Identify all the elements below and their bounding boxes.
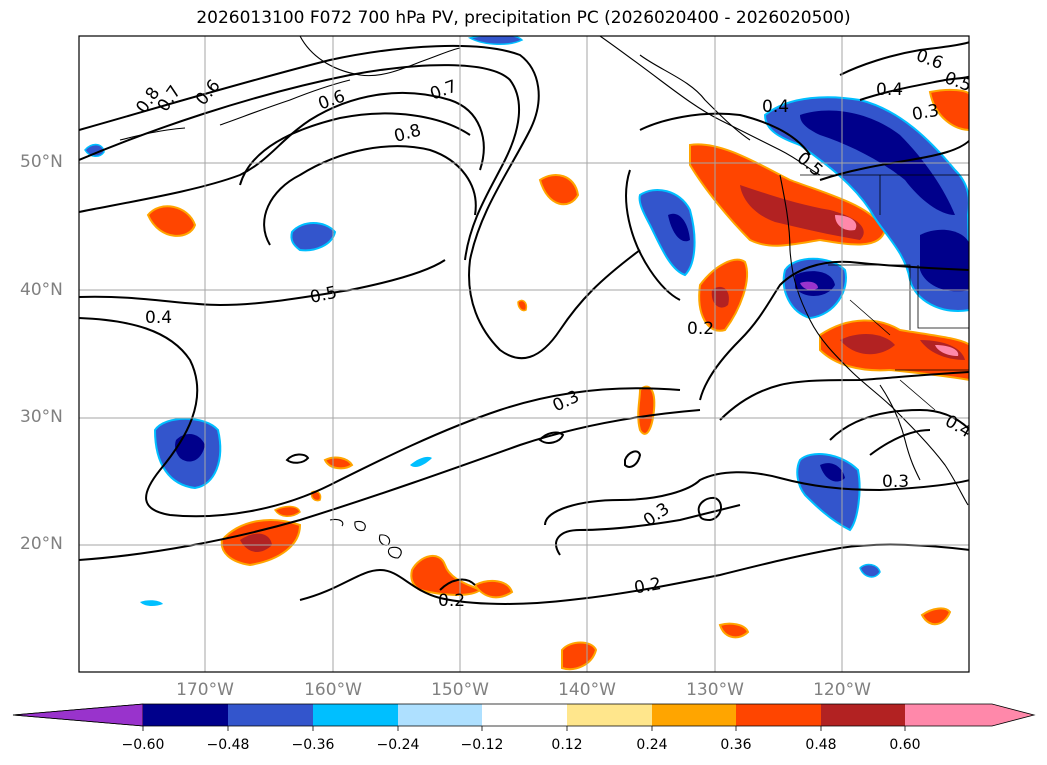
lon-label: 150°W xyxy=(431,680,489,700)
contour-label: 0.8 xyxy=(392,120,423,146)
map-content: 0.8 0.7 0.6 0.6 0.7 0.8 0.5 0.4 0.3 0.2 … xyxy=(79,36,974,672)
lon-label: 140°W xyxy=(558,680,616,700)
colorbar-tick-label: −0.60 xyxy=(121,737,165,753)
colorbar-bin xyxy=(313,704,398,726)
lon-label: 120°W xyxy=(813,680,871,700)
colorbar-bin xyxy=(652,704,736,726)
colorbar-bin xyxy=(228,704,313,726)
colorbar-extend-low xyxy=(12,703,144,727)
colorbar-extend-high xyxy=(905,704,1034,726)
colorbar-bin xyxy=(821,704,905,726)
contour-label: 0.6 xyxy=(316,86,348,114)
lat-label: 40°N xyxy=(20,280,63,300)
map-frame xyxy=(78,35,970,673)
contour-label: 0.6 xyxy=(192,76,225,110)
colorbar-bin xyxy=(482,704,567,726)
colorbar-tick-label: −0.36 xyxy=(291,737,335,753)
contour-label: 0.2 xyxy=(438,591,465,611)
map-title: 2026013100 F072 700 hPa PV, precipitatio… xyxy=(196,8,851,28)
contour-label: 0.7 xyxy=(427,76,459,104)
colorbar xyxy=(12,703,1036,731)
lat-label: 30°N xyxy=(20,407,63,427)
colorbar-tick-label: −0.12 xyxy=(460,737,504,753)
colorbar-tick-label: 0.48 xyxy=(805,737,837,753)
colorbar-tick-label: −0.24 xyxy=(376,737,420,753)
contour-label: 0.4 xyxy=(762,97,789,117)
colorbar-tick-label: −0.48 xyxy=(206,737,250,753)
gridlines xyxy=(79,36,969,672)
borders xyxy=(800,174,969,411)
colorbar-bin xyxy=(736,704,821,726)
lat-label: 50°N xyxy=(20,152,63,172)
contour-label: 0.2 xyxy=(687,319,714,339)
contour-label: 0.5 xyxy=(308,283,339,308)
contour-label: 0.4 xyxy=(941,411,974,442)
contour-label: 0.6 xyxy=(913,46,945,74)
contour-label: 0.4 xyxy=(876,80,903,100)
precip-field xyxy=(84,36,969,670)
contour-label: 0.3 xyxy=(882,472,909,492)
contour-label: 0.3 xyxy=(910,101,940,125)
lon-label: 130°W xyxy=(686,680,744,700)
colorbar-tick-label: 0.36 xyxy=(720,737,752,753)
contour-label: 0.4 xyxy=(145,308,172,328)
colorbar-tick-label: 0.12 xyxy=(551,737,583,753)
pv-contours xyxy=(79,41,969,605)
colorbar-bin xyxy=(398,704,482,726)
contour-label: 0.2 xyxy=(633,574,663,598)
lon-label: 170°W xyxy=(176,680,234,700)
colorbar-bin xyxy=(567,704,652,726)
colorbar-tick-label: 0.60 xyxy=(889,737,921,753)
colorbar-tick-label: 0.24 xyxy=(636,737,668,753)
contour-label: 0.7 xyxy=(154,82,186,116)
colorbar-bin xyxy=(143,704,228,726)
lat-label: 20°N xyxy=(20,534,63,554)
lon-label: 160°W xyxy=(304,680,362,700)
